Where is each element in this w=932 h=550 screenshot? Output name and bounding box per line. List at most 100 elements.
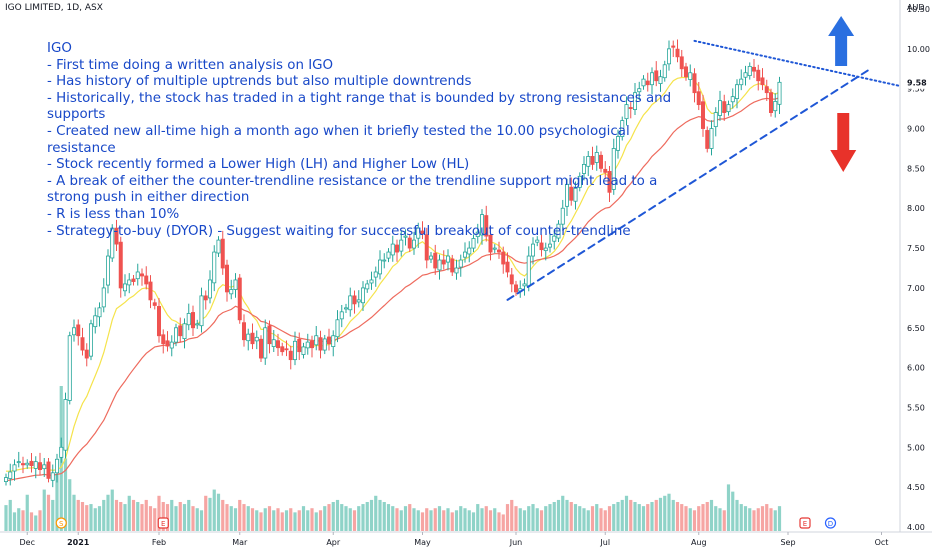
candle-body bbox=[633, 92, 638, 110]
candle-body bbox=[484, 215, 489, 237]
candle-body bbox=[386, 251, 391, 259]
candle-body bbox=[63, 399, 68, 451]
candle-body bbox=[637, 88, 642, 93]
volume-bar bbox=[229, 506, 233, 531]
candle-body bbox=[369, 279, 374, 284]
candle-body bbox=[582, 163, 587, 174]
candle-body bbox=[280, 346, 285, 353]
volume-bar bbox=[565, 499, 569, 531]
volume-bar bbox=[191, 506, 195, 531]
time-tick-label: Dec bbox=[20, 538, 35, 547]
candle-body bbox=[773, 101, 778, 112]
candle-body bbox=[169, 341, 174, 349]
candle-body bbox=[692, 73, 697, 94]
fast-moving-average-line bbox=[6, 76, 780, 472]
candle-body bbox=[67, 335, 72, 401]
volume-bar bbox=[89, 504, 93, 531]
candle-body bbox=[12, 464, 17, 472]
volume-bar bbox=[556, 499, 561, 531]
candle-body bbox=[241, 322, 246, 341]
volume-bar bbox=[484, 506, 488, 531]
volume-bar bbox=[544, 506, 548, 531]
event-badge-label: S bbox=[59, 520, 64, 528]
volume-bar bbox=[382, 502, 386, 531]
candle-body bbox=[382, 259, 387, 262]
annotation-line: - Historically, the stock has traded in … bbox=[47, 90, 672, 123]
volume-bar bbox=[276, 508, 280, 531]
candle-body bbox=[97, 307, 102, 318]
candle-body bbox=[718, 100, 723, 116]
event-badge-label: D bbox=[828, 520, 833, 528]
candle-body bbox=[658, 76, 663, 84]
candle-body bbox=[624, 104, 629, 120]
candle-body bbox=[756, 69, 761, 82]
candle-body bbox=[590, 156, 595, 165]
candle-body bbox=[50, 472, 55, 481]
candle-body bbox=[573, 187, 578, 202]
volume-bar bbox=[726, 484, 731, 531]
candle-body bbox=[560, 207, 565, 225]
candle-body bbox=[275, 340, 280, 349]
candle-body bbox=[594, 152, 599, 163]
time-tick-label: Jun bbox=[509, 538, 523, 547]
volume-bar bbox=[38, 510, 42, 531]
volume-bar bbox=[182, 504, 187, 531]
candle-body bbox=[246, 333, 251, 342]
candle-body bbox=[458, 259, 463, 268]
volume-bar bbox=[454, 510, 459, 531]
volume-bar bbox=[654, 499, 658, 531]
counter-trendline-resistance bbox=[693, 39, 914, 90]
candle-body bbox=[216, 239, 221, 254]
volume-bar bbox=[552, 502, 556, 531]
candle-body bbox=[212, 251, 217, 284]
volume-bar bbox=[522, 510, 527, 531]
candle-body bbox=[377, 259, 382, 275]
volume-bar bbox=[46, 494, 51, 531]
candle-body bbox=[182, 323, 187, 340]
candle-body bbox=[535, 239, 540, 243]
candle-body bbox=[522, 283, 527, 287]
volume-bar bbox=[144, 499, 148, 531]
time-tick-label: May bbox=[414, 538, 431, 547]
volume-bar bbox=[318, 510, 323, 531]
candle-body bbox=[144, 275, 149, 285]
volume-bar bbox=[68, 479, 72, 531]
candle-body bbox=[186, 313, 191, 326]
candle-body bbox=[314, 335, 319, 346]
candle-body bbox=[118, 241, 123, 289]
candle-body bbox=[531, 243, 536, 257]
last-price-box bbox=[903, 75, 931, 89]
trendlines bbox=[506, 39, 914, 301]
volume-bar bbox=[586, 510, 590, 531]
volume-bar bbox=[624, 495, 629, 531]
candle-body bbox=[450, 258, 455, 273]
volume-bar bbox=[195, 508, 199, 531]
candle-body bbox=[611, 148, 616, 190]
candle-body bbox=[543, 247, 548, 252]
volume-bar bbox=[365, 502, 369, 531]
volume-bar bbox=[590, 506, 595, 531]
chart-symbol-header: IGO LIMITED, 1D, ASX bbox=[5, 3, 103, 13]
candle-body bbox=[399, 239, 404, 252]
volume-bar bbox=[106, 494, 110, 531]
volume-bar bbox=[769, 508, 773, 531]
candle-body bbox=[335, 319, 340, 338]
annotation-line: - Created new all-time high a month ago … bbox=[47, 123, 630, 156]
price-tick-label: 4.50 bbox=[907, 483, 925, 492]
volume-bar bbox=[187, 499, 191, 531]
time-tick-label: Mar bbox=[232, 538, 248, 547]
candle-body bbox=[348, 295, 353, 311]
candle-body bbox=[29, 460, 34, 467]
candle-body bbox=[433, 252, 438, 269]
candle-body bbox=[603, 168, 608, 173]
volume-bar bbox=[310, 508, 314, 531]
time-tick-label: Aug bbox=[691, 538, 707, 547]
volume-bar bbox=[340, 504, 344, 531]
volume-bar bbox=[675, 502, 680, 531]
volume-bar bbox=[51, 499, 55, 531]
price-tick-label: 10.00 bbox=[907, 45, 930, 54]
candle-body bbox=[135, 271, 140, 280]
candle-body bbox=[229, 289, 234, 295]
